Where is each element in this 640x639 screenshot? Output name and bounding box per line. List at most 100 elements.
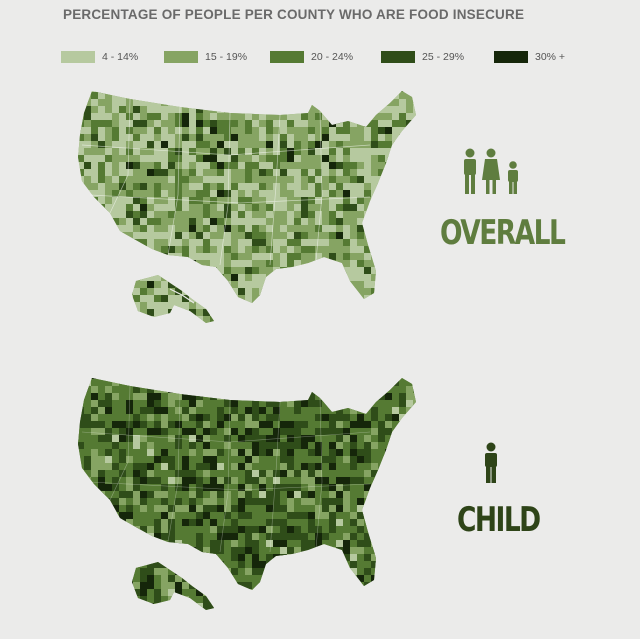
county-cell xyxy=(406,484,413,491)
county-cell xyxy=(238,386,245,393)
county-cell xyxy=(371,526,378,533)
county-cell xyxy=(168,302,175,309)
county-cell xyxy=(406,253,413,260)
county-cell xyxy=(266,99,273,106)
county-cell xyxy=(91,428,98,435)
county-cell xyxy=(70,393,77,400)
county-cell xyxy=(112,267,126,274)
county-cell xyxy=(329,540,336,547)
county-cell xyxy=(259,596,266,603)
county-cell xyxy=(105,442,112,449)
county-cell xyxy=(427,197,434,204)
county-cell xyxy=(126,337,140,344)
county-cell xyxy=(406,127,416,134)
county-cell xyxy=(154,435,161,442)
county-cell xyxy=(294,316,301,323)
county-cell xyxy=(189,316,196,323)
county-cell xyxy=(77,631,91,634)
county-cell xyxy=(322,274,336,281)
county-cell xyxy=(357,561,364,568)
county-cell xyxy=(203,99,210,106)
county-cell xyxy=(154,323,161,330)
county-cell xyxy=(308,379,315,386)
county-cell xyxy=(196,491,203,498)
county-cell xyxy=(364,316,371,323)
county-cell xyxy=(140,435,147,442)
county-cell xyxy=(399,134,406,141)
county-cell xyxy=(434,421,440,428)
county-cell xyxy=(371,624,378,631)
county-cell xyxy=(406,113,413,120)
county-cell xyxy=(273,610,280,617)
county-cell xyxy=(126,442,133,449)
county-cell xyxy=(84,302,91,309)
county-cell xyxy=(252,561,259,568)
county-cell xyxy=(252,519,259,526)
county-cell xyxy=(231,204,238,211)
county-cell xyxy=(196,330,203,337)
county-cell xyxy=(287,582,301,589)
county-cell xyxy=(385,302,392,309)
county-cell xyxy=(308,183,315,190)
county-cell xyxy=(168,316,175,323)
county-cell xyxy=(105,498,112,505)
county-cell xyxy=(238,610,245,617)
county-cell xyxy=(378,484,385,491)
county-cell xyxy=(350,218,357,225)
county-cell xyxy=(287,323,301,330)
county-cell xyxy=(175,526,182,533)
county-cell xyxy=(287,316,301,323)
county-cell xyxy=(434,575,440,582)
county-cell xyxy=(392,91,406,92)
county-cell xyxy=(315,288,322,295)
county-cell xyxy=(378,176,385,183)
county-cell xyxy=(119,330,133,337)
county-cell xyxy=(343,400,350,407)
county-cell xyxy=(392,631,399,634)
county-cell xyxy=(378,106,385,113)
county-cell xyxy=(266,211,273,218)
county-cell xyxy=(343,378,357,379)
county-cell xyxy=(98,386,105,393)
county-cell xyxy=(112,491,119,498)
county-cell xyxy=(231,309,238,316)
county-cell xyxy=(420,519,427,526)
county-cell xyxy=(126,393,133,400)
county-cell xyxy=(308,526,315,533)
county-cell xyxy=(413,456,416,463)
county-cell xyxy=(427,225,440,232)
county-cell xyxy=(399,91,406,92)
county-cell xyxy=(70,484,77,491)
county-cell xyxy=(301,211,308,218)
county-cell xyxy=(98,106,105,113)
county-cell xyxy=(266,204,273,211)
county-cell xyxy=(329,575,336,582)
county-cell xyxy=(371,386,378,393)
county-cell xyxy=(413,484,416,491)
county-cell xyxy=(168,484,175,491)
county-cell xyxy=(105,316,112,323)
county-cell xyxy=(315,337,322,344)
county-cell xyxy=(434,99,440,106)
county-cell xyxy=(343,379,350,386)
county-cell xyxy=(343,239,350,246)
county-cell xyxy=(203,246,210,253)
county-cell xyxy=(140,498,147,505)
county-cell xyxy=(161,323,168,330)
county-cell xyxy=(238,99,245,106)
county-cell xyxy=(378,232,385,239)
county-cell xyxy=(287,155,294,162)
county-cell xyxy=(259,435,266,442)
county-cell xyxy=(78,575,84,582)
county-cell xyxy=(315,435,322,442)
county-cell xyxy=(78,155,84,162)
county-cell xyxy=(329,449,336,456)
county-cell xyxy=(238,253,245,260)
county-cell xyxy=(175,554,182,561)
county-cell xyxy=(287,386,301,393)
county-cell xyxy=(238,393,252,400)
county-cell xyxy=(105,120,112,127)
county-cell xyxy=(343,127,350,134)
county-cell xyxy=(168,274,182,281)
county-cell xyxy=(343,113,350,120)
